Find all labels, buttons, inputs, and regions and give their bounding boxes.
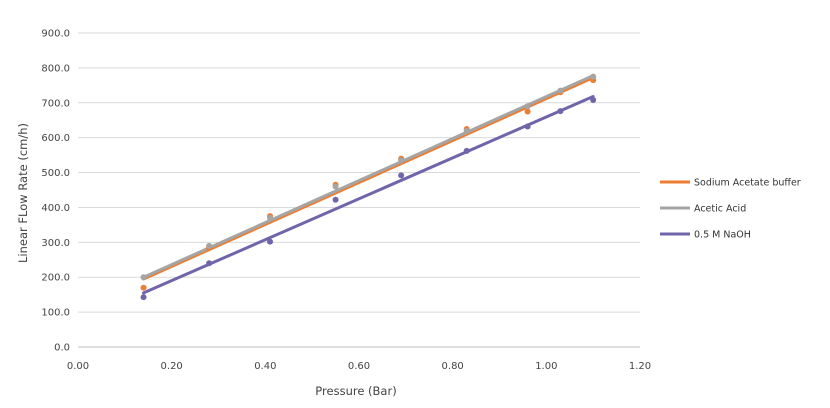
legend: Sodium Acetate buffer Acetic Acid 0.5 M Na… bbox=[660, 178, 801, 241]
data-point bbox=[140, 274, 147, 281]
trendline bbox=[142, 94, 595, 295]
y-tick-label: 200.0 bbox=[41, 273, 70, 284]
x-axis-ticks: 0.00 0.20 0.40 0.60 0.80 1.00 1.20 bbox=[67, 361, 651, 372]
legend-label: 0.5 M NaOH bbox=[694, 230, 751, 241]
data-point bbox=[463, 147, 470, 154]
x-tick-label: 1.00 bbox=[535, 361, 557, 372]
data-point bbox=[524, 108, 531, 115]
data-point bbox=[463, 127, 470, 134]
data-point bbox=[557, 87, 564, 94]
data-point bbox=[140, 294, 147, 301]
data-point bbox=[524, 123, 531, 130]
data-point bbox=[140, 284, 147, 291]
x-tick-label: 0.60 bbox=[348, 361, 370, 372]
trendlines bbox=[142, 74, 595, 295]
data-point bbox=[590, 73, 597, 80]
y-tick-label: 700.0 bbox=[41, 98, 70, 109]
x-tick-label: 0.20 bbox=[161, 361, 183, 372]
y-tick-label: 600.0 bbox=[41, 133, 70, 144]
data-point bbox=[557, 108, 564, 115]
data-point bbox=[398, 157, 405, 164]
data-point bbox=[206, 260, 213, 267]
x-tick-label: 1.20 bbox=[629, 361, 651, 372]
trendline bbox=[142, 76, 595, 281]
x-axis-title: Pressure (Bar) bbox=[315, 384, 396, 398]
x-tick-label: 0.40 bbox=[254, 361, 276, 372]
data-point bbox=[206, 242, 213, 249]
data-point bbox=[524, 103, 531, 110]
y-tick-label: 300.0 bbox=[41, 238, 70, 249]
y-tick-label: 900.0 bbox=[41, 29, 70, 40]
y-tick-label: 100.0 bbox=[41, 308, 70, 319]
data-point bbox=[267, 238, 274, 245]
data-point bbox=[267, 214, 274, 221]
x-tick-label: 0.00 bbox=[67, 361, 89, 372]
data-point bbox=[398, 172, 405, 179]
x-tick-label: 0.80 bbox=[442, 361, 464, 372]
legend-label: Acetic Acid bbox=[694, 204, 746, 215]
y-axis-title: Linear FLow Rate (cm/h) bbox=[16, 123, 30, 263]
y-tick-label: 400.0 bbox=[41, 203, 70, 214]
y-tick-label: 0.0 bbox=[54, 343, 70, 354]
data-point bbox=[332, 183, 339, 190]
legend-label: Sodium Acetate buffer bbox=[694, 178, 801, 189]
y-axis-ticks: 0.0 100.0 200.0 300.0 400.0 500.0 600.0 700.0 80… bbox=[41, 29, 70, 354]
data-points bbox=[140, 73, 597, 301]
y-tick-label: 800.0 bbox=[41, 63, 70, 74]
trendline bbox=[142, 74, 595, 279]
data-point bbox=[590, 96, 597, 103]
y-tick-label: 500.0 bbox=[41, 168, 70, 179]
data-point bbox=[332, 196, 339, 203]
grid-lines bbox=[78, 32, 640, 348]
